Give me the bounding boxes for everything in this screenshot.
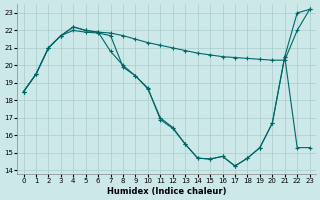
X-axis label: Humidex (Indice chaleur): Humidex (Indice chaleur): [107, 187, 226, 196]
